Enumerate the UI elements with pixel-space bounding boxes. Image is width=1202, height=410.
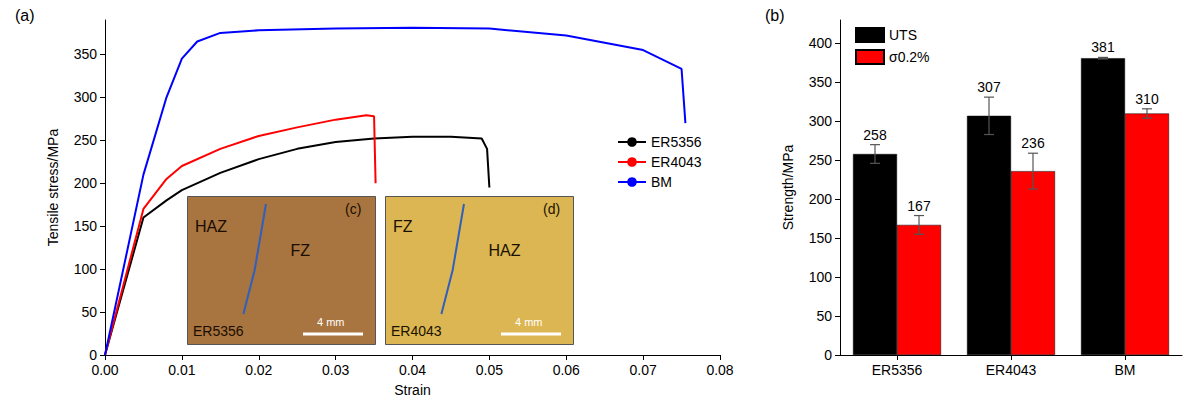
svg-text:HAZ: HAZ [488,242,520,259]
svg-text:250: 250 [74,132,98,148]
svg-text:250: 250 [809,152,833,168]
svg-text:(d): (d) [543,201,560,217]
svg-text:(b): (b) [765,7,785,24]
svg-text:0: 0 [89,347,97,363]
svg-text:350: 350 [74,46,98,62]
svg-text:ER5356: ER5356 [193,323,244,339]
svg-text:200: 200 [74,175,98,191]
svg-text:4 mm: 4 mm [317,316,345,328]
svg-text:Strength/MPa: Strength/MPa [780,144,796,230]
svg-text:258: 258 [863,127,887,143]
svg-text:ER4043: ER4043 [986,362,1037,378]
svg-text:Strain: Strain [394,382,431,398]
svg-text:236: 236 [1021,135,1045,151]
svg-text:0.07: 0.07 [630,362,657,378]
svg-text:σ0.2%: σ0.2% [889,49,930,65]
svg-text:0.06: 0.06 [553,362,580,378]
svg-text:0.00: 0.00 [91,362,118,378]
svg-text:300: 300 [809,113,833,129]
svg-text:310: 310 [1135,91,1159,107]
svg-text:ER4043: ER4043 [391,323,442,339]
svg-text:50: 50 [816,308,832,324]
svg-text:350: 350 [809,74,833,90]
svg-text:0.04: 0.04 [399,362,426,378]
svg-text:UTS: UTS [889,27,917,43]
svg-text:ER5356: ER5356 [872,362,923,378]
svg-text:0.05: 0.05 [476,362,503,378]
svg-text:150: 150 [74,218,98,234]
svg-text:307: 307 [977,79,1001,95]
svg-text:167: 167 [907,198,931,214]
svg-text:FZ: FZ [290,242,310,259]
svg-text:200: 200 [809,191,833,207]
svg-text:0: 0 [824,347,832,363]
svg-text:100: 100 [809,269,833,285]
svg-text:150: 150 [809,230,833,246]
svg-text:4 mm: 4 mm [515,316,543,328]
svg-text:0.08: 0.08 [706,362,733,378]
svg-text:300: 300 [74,89,98,105]
svg-text:BM: BM [651,174,672,190]
svg-text:Tensile stress/MPa: Tensile stress/MPa [45,129,61,247]
svg-text:0.03: 0.03 [322,362,349,378]
svg-text:ER5356: ER5356 [651,134,702,150]
svg-text:(c): (c) [345,201,361,217]
svg-text:50: 50 [81,304,97,320]
svg-text:FZ: FZ [393,218,413,235]
svg-text:381: 381 [1091,39,1115,55]
svg-text:400: 400 [809,35,833,51]
svg-text:HAZ: HAZ [195,218,227,235]
svg-text:100: 100 [74,261,98,277]
svg-text:0.01: 0.01 [168,362,195,378]
svg-text:ER4043: ER4043 [651,154,702,170]
svg-text:(a): (a) [15,7,35,24]
svg-text:0.02: 0.02 [245,362,272,378]
svg-text:BM: BM [1115,362,1136,378]
